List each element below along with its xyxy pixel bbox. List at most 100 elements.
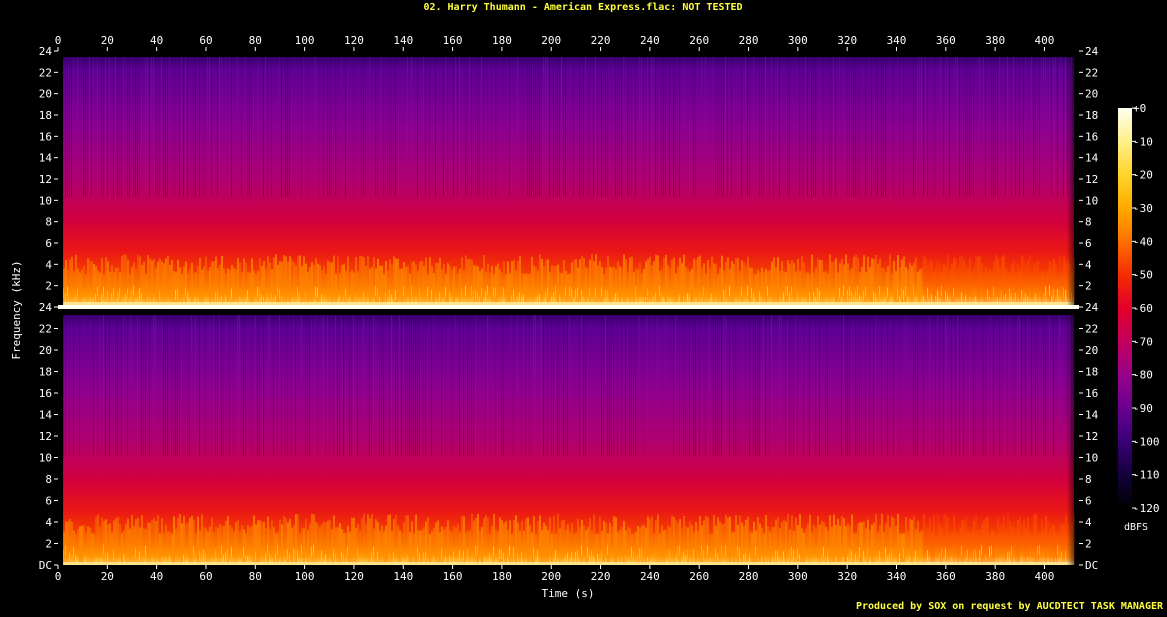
x-axis-label: Time (s): [542, 587, 595, 600]
colorbar-unit-label: dBFS: [1124, 522, 1148, 533]
x-tick-label-top: 360: [936, 34, 956, 47]
x-tick-label-bottom: 260: [689, 570, 709, 583]
y-tick-label-left: 2: [45, 280, 52, 293]
y-tick-label-left: 10: [39, 194, 52, 207]
x-tick-label-top: 160: [443, 34, 463, 47]
x-tick-label-top: 320: [837, 34, 857, 47]
colorbar-tick-label: -50: [1133, 269, 1153, 282]
x-tick-label-top: 100: [295, 34, 315, 47]
x-tick-label-top: 200: [541, 34, 561, 47]
colorbar-gradient: [1118, 108, 1132, 508]
y-tick-label-left: 12: [39, 173, 52, 186]
colorbar-tick-label: -70: [1133, 335, 1153, 348]
colorbar-tick-label: -100: [1133, 435, 1160, 448]
x-tick-label-top: 60: [199, 34, 212, 47]
y-tick-label-right: 12: [1085, 430, 1098, 443]
y-tick-label-right: 22: [1085, 66, 1098, 79]
x-tick-label-top: 400: [1035, 34, 1055, 47]
y-tick-label-right: 18: [1085, 109, 1098, 122]
y-tick-label-right: DC: [1085, 559, 1098, 572]
y-tick-label-right: 14: [1085, 409, 1099, 422]
x-tick-label-bottom: 180: [492, 570, 512, 583]
separator-bar: [58, 305, 1079, 309]
y-tick-label-left: 14: [39, 409, 53, 422]
y-tick-label-left: 20: [39, 344, 52, 357]
x-tick-label-top: 20: [101, 34, 114, 47]
y-tick-label-left: DC: [39, 559, 52, 572]
colorbar-tick-label: -80: [1133, 369, 1153, 382]
colorbar-tick-label: -110: [1133, 469, 1160, 482]
x-tick-label-bottom: 140: [393, 570, 413, 583]
x-tick-label-top: 220: [591, 34, 611, 47]
y-tick-label-left: 8: [45, 473, 52, 486]
y-tick-label-left: 2: [45, 538, 52, 551]
colorbar-tick-label: -90: [1133, 402, 1153, 415]
x-tick-label-top: 300: [788, 34, 808, 47]
y-tick-label-left: 10: [39, 452, 52, 465]
y-tick-label-left: 16: [39, 130, 52, 143]
x-tick-label-top: 0: [55, 34, 62, 47]
colorbar-tick-label: -10: [1133, 135, 1153, 148]
y-tick-label-right: 4: [1085, 258, 1092, 271]
x-tick-label-bottom: 360: [936, 570, 956, 583]
x-tick-label-top: 80: [249, 34, 262, 47]
x-tick-label-bottom: 240: [640, 570, 660, 583]
x-tick-label-bottom: 300: [788, 570, 808, 583]
y-tick-label-left: 14: [39, 152, 53, 165]
chart-title: 02. Harry Thumann - American Express.fla…: [423, 1, 742, 13]
y-tick-label-right: 6: [1085, 495, 1092, 508]
spectrogram-top-channel: [58, 51, 1079, 305]
x-axis-bottom: 0 20 40 60 80 100 120 140 160 180 200 220 240 260 280 3…: [55, 565, 1055, 583]
y-tick-label-left: 22: [39, 66, 52, 79]
colorbar-tick-label: -120: [1133, 502, 1160, 515]
x-tick-label-bottom: 40: [150, 570, 163, 583]
y-tick-label-right: 18: [1085, 366, 1098, 379]
y-tick-label-right: 10: [1085, 452, 1098, 465]
y-tick-label-right: 24: [1085, 301, 1099, 314]
y-tick-label-left: 22: [39, 323, 52, 336]
x-tick-label-bottom: 280: [739, 570, 759, 583]
x-tick-label-bottom: 80: [249, 570, 262, 583]
x-tick-label-bottom: 120: [344, 570, 364, 583]
x-tick-label-bottom: 100: [295, 570, 315, 583]
y-tick-label-right: 12: [1085, 173, 1098, 186]
colorbar: +0 -10 -20 -30 -40 -50 -60 -70 -80 -90 -100 -110 -12…: [1118, 102, 1160, 533]
y-tick-label-right: 2: [1085, 538, 1092, 551]
x-tick-label-bottom: 20: [101, 570, 114, 583]
y-tick-label-right: 8: [1085, 216, 1092, 229]
y-axis-label: Frequency (kHz): [10, 260, 23, 359]
y-tick-label-right: 16: [1085, 130, 1098, 143]
y-tick-label-right: 4: [1085, 516, 1092, 529]
x-tick-label-top: 180: [492, 34, 512, 47]
y-tick-label-left: 8: [45, 216, 52, 229]
x-tick-label-bottom: 200: [541, 570, 561, 583]
colorbar-tick-label: +0: [1133, 102, 1146, 115]
y-tick-label-left: 20: [39, 88, 52, 101]
x-tick-label-bottom: 160: [443, 570, 463, 583]
y-tick-label-right: 22: [1085, 323, 1098, 336]
y-tick-label-left: 24: [39, 45, 53, 58]
y-tick-label-left: 4: [45, 258, 52, 271]
y-tick-label-left: 16: [39, 387, 52, 400]
y-tick-label-left: 6: [45, 237, 52, 250]
y-tick-label-right: 24: [1085, 45, 1099, 58]
x-tick-label-bottom: 400: [1035, 570, 1055, 583]
x-tick-label-top: 340: [887, 34, 907, 47]
y-tick-label-left: 18: [39, 366, 52, 379]
y-tick-label-right: 10: [1085, 194, 1098, 207]
colorbar-tick-label: -60: [1133, 302, 1153, 315]
y-tick-label-left: 24: [39, 301, 53, 314]
y-tick-label-right: 20: [1085, 88, 1098, 101]
colorbar-tick-label: -30: [1133, 202, 1153, 215]
y-tick-label-right: 8: [1085, 473, 1092, 486]
x-tick-label-bottom: 0: [55, 570, 62, 583]
colorbar-tick-label: -40: [1133, 235, 1153, 248]
x-tick-label-top: 40: [150, 34, 163, 47]
y-tick-label-left: 18: [39, 109, 52, 122]
x-tick-label-bottom: 340: [887, 570, 907, 583]
y-tick-label-right: 6: [1085, 237, 1092, 250]
x-tick-label-bottom: 60: [199, 570, 212, 583]
y-tick-label-left: 12: [39, 430, 52, 443]
